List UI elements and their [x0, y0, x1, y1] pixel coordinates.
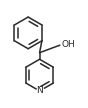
Text: N: N [36, 87, 43, 95]
Text: OH: OH [61, 40, 75, 49]
